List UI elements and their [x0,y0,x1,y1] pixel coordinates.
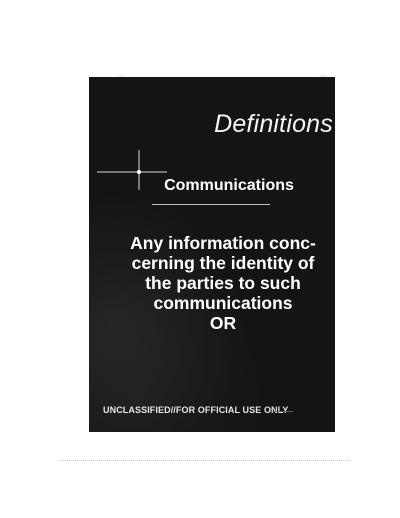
definition-line: OR [209,313,237,333]
classification-marking: UNCLASSIFIED//FOR OFFICIAL USE ONLY [103,405,289,415]
slide-subtitle: Communications [164,177,294,194]
definition-line: communications [153,293,293,313]
scan-artifact [60,460,350,461]
definition-text: Any information conc- cerning the identi… [89,233,335,333]
definition-line: the parties to such [145,273,301,293]
slide-title: Definitions [214,110,333,138]
sparkle-icon [97,150,167,190]
definition-line: cerning the identity of [131,253,315,273]
divider [152,204,270,205]
slide: Definitions Communications Any informati… [89,77,335,432]
strike-mark [273,411,293,412]
definition-line: Any information conc- [130,233,316,253]
